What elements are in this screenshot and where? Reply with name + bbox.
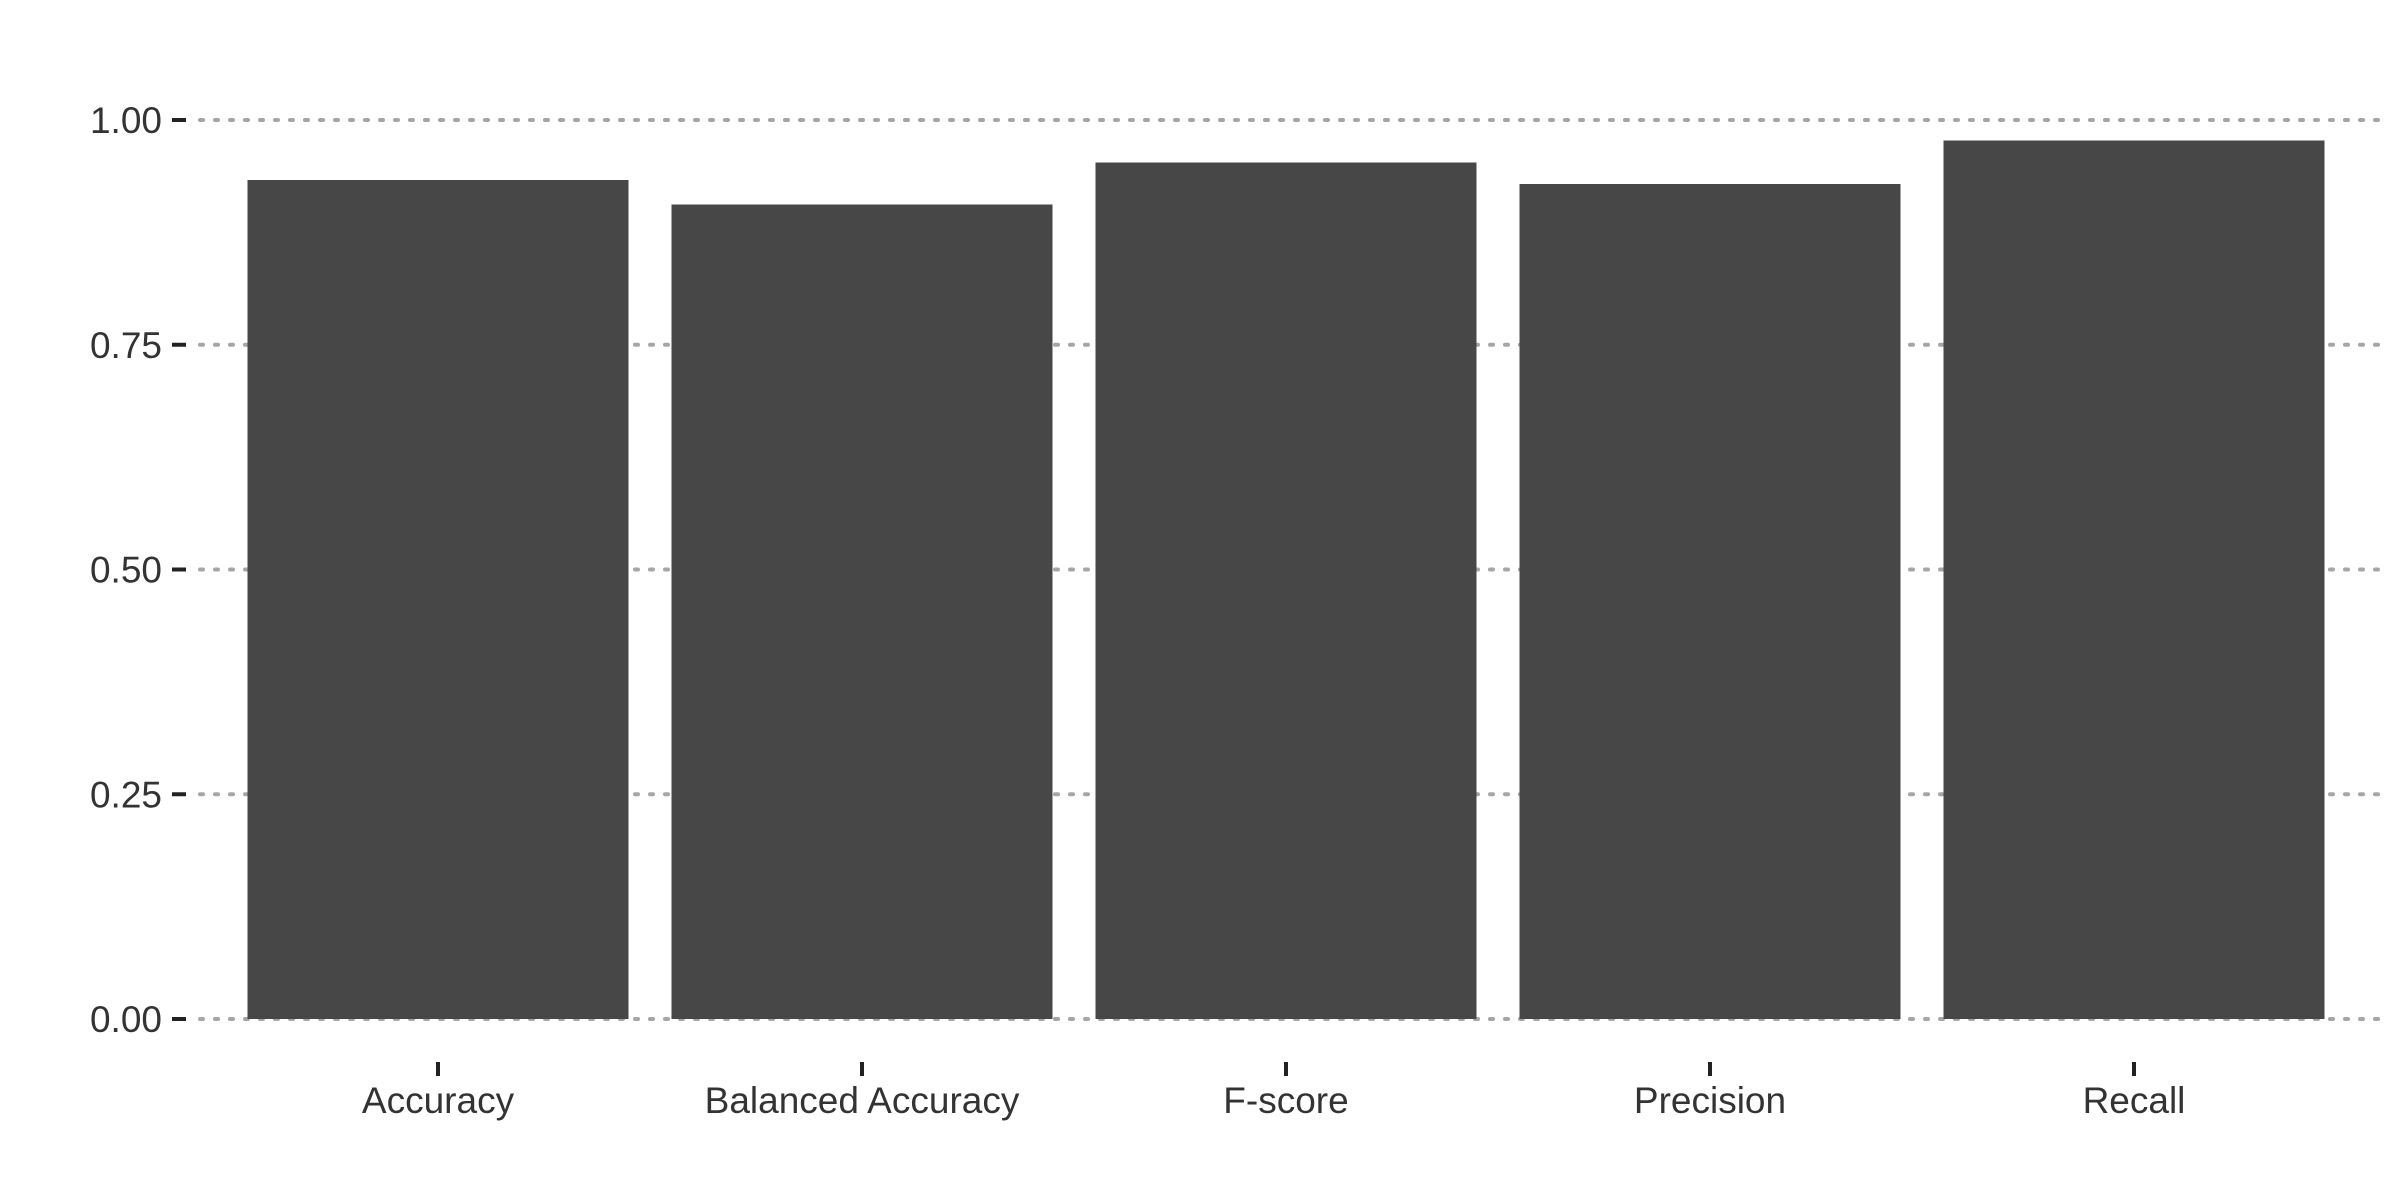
y-tick-label: 0.75 [90, 325, 162, 366]
x-tick-label: Accuracy [362, 1080, 515, 1121]
bar-precision [1519, 183, 1901, 1020]
bars-layer [247, 140, 2325, 1020]
bar-balanced-accuracy [671, 204, 1053, 1020]
y-tick-label: 0.25 [90, 774, 162, 815]
x-axis: Accuracy Balanced Accuracy F-score Precisio… [362, 1062, 2185, 1121]
x-tick-label: Balanced Accuracy [705, 1080, 1020, 1121]
y-tick-label: 0.00 [90, 999, 162, 1040]
x-tick-label: Precision [1634, 1080, 1786, 1121]
y-axis: 0.00 0.25 0.50 0.75 1.00 [90, 100, 186, 1040]
bar-accuracy [247, 180, 629, 1019]
x-tick-label: Recall [2083, 1080, 2186, 1121]
bar-recall [1943, 140, 2325, 1019]
bar-f-score [1095, 162, 1477, 1020]
x-tick-label: F-score [1223, 1080, 1348, 1121]
y-tick-label: 0.50 [90, 550, 162, 591]
y-tick-label: 1.00 [90, 100, 162, 141]
